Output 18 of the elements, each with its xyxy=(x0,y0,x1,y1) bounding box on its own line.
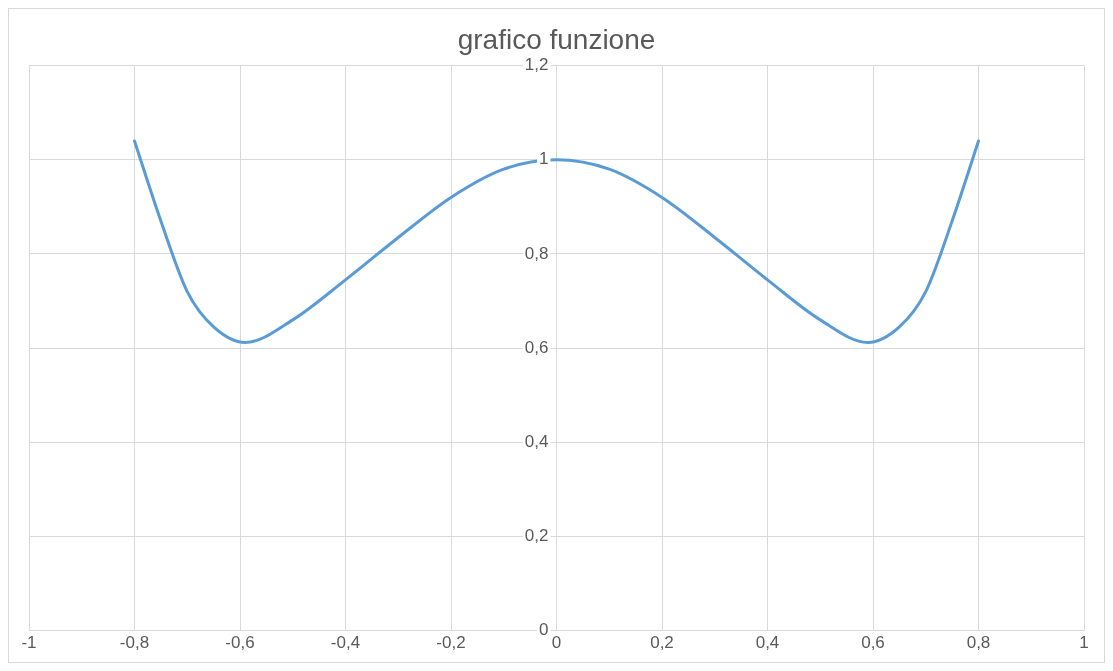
x-tick-label: 1 xyxy=(1079,633,1089,653)
y-tick-label: 0,4 xyxy=(524,431,549,451)
x-tick-label: 0,4 xyxy=(755,633,780,653)
x-tick-label: -0,6 xyxy=(225,633,255,653)
y-tick-label: 0,6 xyxy=(524,337,549,357)
x-tick-label: 0,6 xyxy=(861,633,885,653)
x-tick-label: -1 xyxy=(21,633,37,653)
x-tick-label: 0,2 xyxy=(650,633,674,653)
x-tick-label: 0,8 xyxy=(966,633,991,653)
y-tick-label: 0 xyxy=(539,620,549,640)
x-tick-label: -0,2 xyxy=(436,633,466,653)
x-tick-label: -0,4 xyxy=(330,633,361,653)
y-tick-label: 1 xyxy=(539,149,549,169)
y-tick-label: 0,2 xyxy=(524,526,549,546)
y-tick-label: 0,8 xyxy=(524,243,549,263)
x-tick-label: -0,8 xyxy=(119,633,150,653)
y-tick-label: 1,2 xyxy=(524,55,549,75)
chart-title: grafico funzione xyxy=(457,23,656,55)
